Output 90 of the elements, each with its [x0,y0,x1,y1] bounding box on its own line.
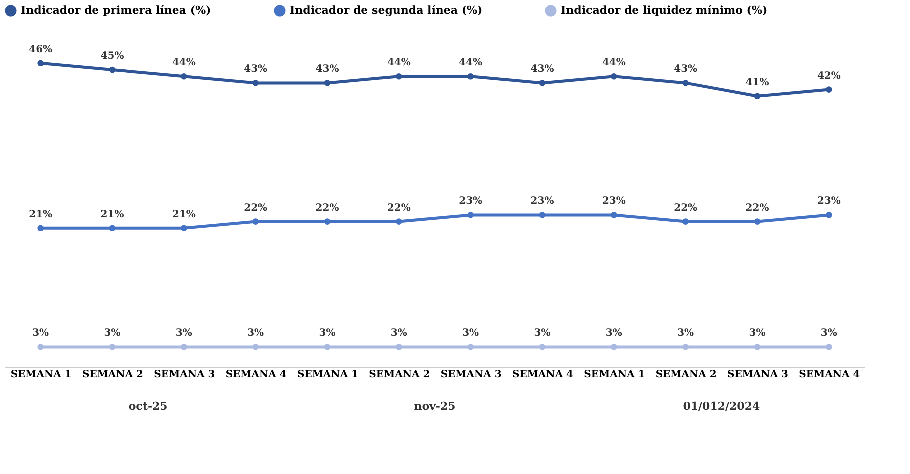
x-tick-label: SEMANA 1 [584,370,646,380]
point [754,93,761,100]
data-label: 22% [316,202,340,214]
point [38,344,44,350]
data-label: 23% [817,196,842,208]
data-label: 3% [606,328,623,340]
data-label: 43% [530,64,555,76]
data-label: 3% [820,328,838,340]
legend-label: Indicador de liquidez mínimo (%) [561,4,768,17]
data-label: 3% [678,328,695,340]
point [109,225,116,232]
point [396,218,402,225]
point [682,218,689,225]
data-label: 3% [534,328,552,340]
data-label: 3% [104,328,122,340]
data-label: 44% [172,58,196,69]
point [396,73,402,80]
point [611,73,618,80]
point [252,218,259,225]
point [468,212,474,218]
point [396,344,402,350]
point [754,218,761,225]
x-tick-label: SEMANA 1 [10,370,72,380]
data-label: 43% [316,64,340,76]
point [324,218,331,225]
point [539,212,546,218]
point [109,344,116,350]
data-label: 43% [244,64,268,76]
data-label: 44% [459,58,484,69]
data-label: 21% [29,209,54,220]
data-label: 23% [602,196,626,208]
text: oct-25 [128,400,168,413]
point [324,80,331,86]
x-tick-label: SEMANA 3 [154,370,216,380]
point [324,344,331,350]
x-tick-label: SEMANA 2 [369,370,430,380]
data-label: 22% [746,202,770,214]
text: 01/012/2024 [683,400,760,413]
point [826,212,832,218]
point [826,344,832,350]
point [468,73,474,80]
data-label: 3% [248,328,265,340]
x-tick-label: SEMANA 3 [440,370,502,380]
point [611,212,618,218]
data-label: 44% [387,58,412,69]
data-label: 44% [602,58,626,69]
data-label: 3% [319,328,336,340]
text: nov-25 [414,400,456,413]
point [682,80,689,86]
data-label: 23% [459,196,484,208]
x-tick-label: SEMANA 4 [226,370,287,380]
point [539,80,546,86]
legend-label: Indicador de primera línea (%) [21,4,212,17]
data-label: 3% [390,328,408,340]
x-tick-label: SEMANA 3 [727,370,789,380]
data-label: 43% [674,64,698,76]
data-label: 3% [176,328,193,340]
point [38,225,44,232]
data-label: 22% [674,202,698,214]
x-tick-label: SEMANA 1 [297,370,359,380]
x-tick-label: SEMANA 4 [512,370,574,380]
data-label: 3% [749,328,766,340]
data-label: 46% [29,44,54,56]
data-label: 23% [530,196,555,208]
point [252,80,259,86]
point [109,66,116,74]
point [611,344,618,350]
point [754,344,761,350]
data-label: 22% [387,202,412,214]
point [38,60,44,67]
point [181,225,188,232]
point [468,344,474,350]
point [682,344,689,350]
x-tick-label: SEMANA 4 [799,370,860,380]
data-label: 21% [172,209,196,220]
data-label: 45% [100,51,125,62]
data-label: 42% [817,70,842,82]
point [252,344,259,350]
point [826,86,832,93]
point [181,344,188,350]
point [539,344,546,350]
data-label: 3% [32,328,50,340]
data-label: 21% [100,209,125,220]
x-tick-label: SEMANA 2 [656,370,717,380]
legend-label: Indicador de segunda línea (%) [290,4,483,17]
data-label: 22% [244,202,268,214]
data-label: 41% [746,77,770,88]
data-label: 3% [462,328,480,340]
x-tick-label: SEMANA 2 [82,370,144,380]
point [181,73,188,80]
